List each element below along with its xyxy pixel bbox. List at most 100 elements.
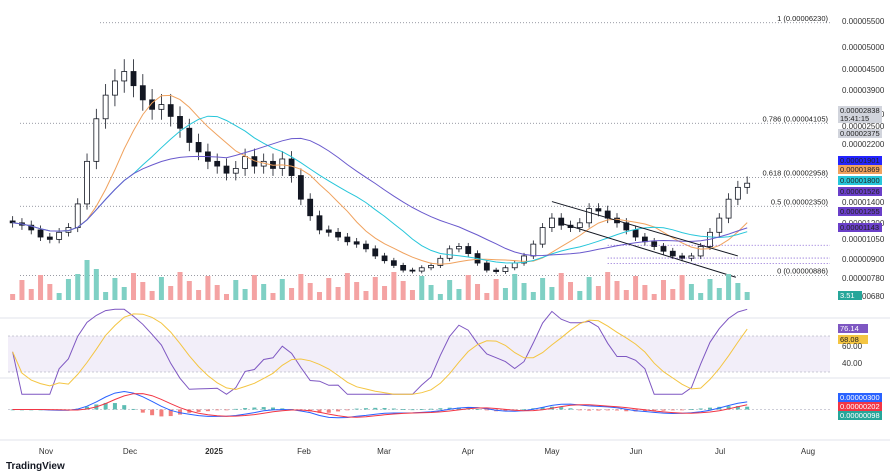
volume-bar: [316, 292, 322, 300]
candle-body: [381, 255, 388, 262]
volume-bar: [530, 292, 536, 300]
macd-histogram-bar: [85, 406, 90, 410]
channel-line-upper: [551, 201, 739, 257]
macd-histogram-bar: [429, 408, 434, 410]
macd-histogram-bar: [373, 407, 378, 410]
macd-histogram-bar: [112, 403, 117, 410]
volume-bar: [391, 272, 397, 300]
volume-bar: [251, 275, 257, 300]
volume-bar: [149, 291, 155, 300]
macd-histogram-bar: [270, 407, 275, 410]
price-axis-label: 0.00002500: [842, 122, 885, 131]
volume-bar: [335, 287, 341, 300]
candle-body: [428, 265, 434, 269]
fib-level-label: 0.786 (0.00004105): [763, 114, 829, 123]
candle-body: [223, 165, 230, 174]
macd-histogram-bar: [642, 409, 647, 412]
macd-histogram-bar: [345, 409, 350, 411]
candle-body: [372, 248, 379, 257]
volume-bar: [642, 285, 648, 300]
macd-histogram-bar: [587, 409, 592, 411]
macd-histogram-bar: [131, 408, 136, 410]
macd-tag-label: 0.00000202: [840, 402, 880, 411]
macd-histogram-bar: [168, 409, 173, 417]
candle-body: [716, 217, 723, 233]
candle-body: [595, 208, 602, 212]
rsi-line: [12, 308, 748, 395]
macd-histogram-bar: [707, 407, 712, 410]
rsi-axis-label: 40.00: [842, 359, 863, 368]
macd-histogram-bar: [401, 409, 406, 410]
candle-body: [344, 236, 351, 243]
ma50-line: [12, 94, 748, 265]
candle-body: [734, 186, 741, 200]
volume-bar: [735, 283, 741, 300]
price-axis-label: 0.00005000: [842, 43, 885, 52]
volume-bar: [196, 290, 202, 300]
time-axis-label: 2025: [205, 447, 223, 456]
macd-histogram-bar: [475, 409, 480, 410]
candle-body: [669, 250, 676, 257]
candle-body: [576, 222, 583, 228]
macd-histogram-bar: [438, 408, 443, 410]
volume-bar: [121, 287, 127, 300]
time-axis-label: May: [544, 447, 559, 456]
macd-signal-line: [12, 393, 748, 418]
candle-body: [214, 160, 221, 167]
volume-bar: [512, 274, 518, 300]
macd-tag-label: 0.00000300: [840, 393, 880, 402]
volume-bar: [456, 289, 462, 300]
candle-body: [102, 94, 109, 120]
price-axis-label: 0.00005500: [842, 17, 885, 26]
macd-histogram-bar: [456, 407, 461, 410]
candle-body: [186, 127, 193, 143]
macd-tag: [838, 411, 882, 420]
macd-histogram-bar: [233, 408, 238, 410]
channel-line-lower: [559, 222, 737, 278]
candle-body: [688, 255, 695, 259]
candle-body: [465, 246, 472, 254]
volume-bar: [670, 289, 676, 300]
volume-bar: [326, 278, 332, 300]
candle-body: [549, 217, 555, 228]
volume-bar: [493, 279, 499, 300]
candle-body: [418, 267, 425, 272]
volume-bar: [744, 292, 750, 300]
volume-bar: [586, 277, 592, 300]
candle-body: [660, 246, 667, 252]
candle-body: [437, 257, 444, 266]
price-tag: [838, 106, 882, 115]
volume-bar: [354, 282, 360, 300]
price-tag: [838, 187, 882, 196]
volume-bar: [726, 274, 732, 300]
price-tag-label: 15:41:15: [840, 114, 869, 123]
rsi-tag-label: 76.14: [840, 324, 859, 333]
candle-body: [56, 231, 63, 240]
volume-bar: [502, 288, 508, 300]
macd-histogram-bar: [670, 409, 675, 411]
candle-body: [446, 248, 453, 259]
macd-histogram-bar: [178, 409, 183, 415]
candle-body: [316, 215, 323, 231]
time-axis-label: Jul: [715, 447, 725, 456]
macd-histogram-bar: [391, 408, 396, 410]
candle-body: [632, 229, 639, 238]
macd-histogram-bar: [280, 408, 285, 410]
macd-histogram-bar: [159, 409, 164, 417]
macd-tag: [838, 402, 882, 411]
macd-histogram-bar: [419, 409, 424, 410]
price-tag-label: 0.00001901: [840, 156, 880, 165]
macd-histogram-bar: [745, 406, 750, 410]
candle-body: [483, 262, 490, 271]
volume-bar: [261, 284, 267, 300]
volume-bar: [633, 276, 639, 300]
macd-histogram-bar: [215, 409, 220, 411]
macd-histogram-bar: [484, 409, 489, 411]
volume-bar: [38, 275, 44, 300]
volume-bar: [103, 292, 109, 300]
macd-histogram-bar: [596, 409, 601, 411]
ma200-line: [12, 137, 748, 257]
candle-body: [232, 168, 239, 174]
candle-body: [195, 142, 202, 153]
volume-bar: [344, 273, 350, 300]
